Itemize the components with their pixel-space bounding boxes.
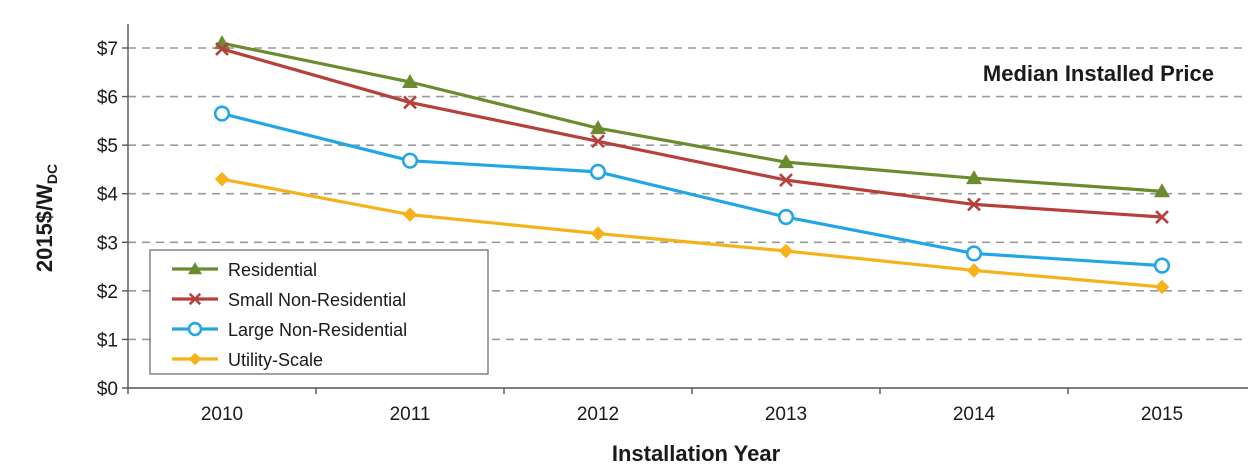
x-marker-stroke — [779, 173, 793, 188]
x-tick-label: 2012 — [577, 404, 619, 425]
y-tick-label: $1 — [97, 330, 118, 351]
legend-label: Large Non-Residential — [228, 320, 407, 340]
x-tick-label: 2014 — [953, 404, 996, 425]
data-point-residential — [402, 74, 418, 88]
data-point-utility-scale — [214, 171, 230, 187]
series-line-utility-scale — [221, 177, 1163, 289]
series-line-large-non-residential — [221, 112, 1163, 268]
data-point-residential — [590, 120, 606, 135]
y-axis-title-main: 2015$/W — [32, 184, 57, 272]
y-tick-label: $0 — [97, 379, 118, 400]
data-point-large-non-residential — [213, 105, 231, 122]
legend-marker-small-non-residential — [188, 292, 202, 306]
data-point-small-non-residential — [403, 95, 417, 110]
y-tick-label: $6 — [97, 88, 118, 109]
x-marker-stroke — [215, 42, 229, 56]
legend-label: Small Non-Residential — [228, 290, 406, 310]
chart-title: Median Installed Price — [983, 61, 1214, 86]
data-point-small-non-residential — [967, 197, 981, 212]
y-tick-label: $5 — [97, 136, 118, 157]
data-point-residential — [214, 35, 230, 50]
data-point-small-non-residential — [591, 134, 605, 149]
data-point-large-non-residential — [1153, 257, 1171, 274]
x-tick-label: 2013 — [765, 404, 807, 425]
data-point-utility-scale — [966, 263, 982, 278]
data-point-utility-scale — [402, 207, 418, 222]
data-point-small-non-residential — [779, 173, 793, 188]
axes: $0 $1 $2 $3 $4 $5 $6 $7 2010 2011 2012 2013 2014 2015 — [97, 24, 1248, 425]
legend-marker-large-non-residential — [187, 321, 203, 337]
data-point-large-non-residential — [965, 245, 983, 262]
legend-box — [149, 249, 489, 375]
y-axis-title-subscript: DC — [44, 164, 60, 184]
x-tick-label: 2015 — [1141, 404, 1183, 425]
legend: Residential Small Non-Residential Large No… — [149, 249, 489, 375]
data-point-residential — [966, 170, 982, 185]
data-point-large-non-residential — [589, 163, 607, 180]
x-tick-label: 2011 — [390, 404, 431, 425]
legend-marker-utility-scale — [188, 352, 202, 366]
data-point-utility-scale — [778, 243, 794, 259]
data-point-utility-scale — [1154, 279, 1170, 295]
x-marker-stroke — [1155, 210, 1169, 224]
y-tick-label: $3 — [97, 233, 118, 254]
x-marker-stroke — [188, 292, 202, 306]
y-axis-title: 2015$/WDC — [32, 164, 60, 272]
data-point-small-non-residential — [1155, 210, 1169, 224]
y-tick-label: $2 — [97, 282, 118, 303]
x-axis-title: Installation Year — [612, 441, 781, 466]
data-point-large-non-residential — [777, 208, 795, 226]
data-point-residential — [1154, 183, 1170, 198]
y-tick-label: $4 — [97, 185, 119, 206]
x-tick-label: 2010 — [201, 404, 243, 425]
series-layer — [213, 35, 1171, 295]
legend-label: Utility-Scale — [228, 350, 323, 370]
data-point-small-non-residential — [215, 42, 229, 56]
series-line-small-non-residential — [221, 47, 1163, 219]
x-marker-stroke — [403, 95, 417, 110]
legend-label: Residential — [228, 260, 317, 280]
x-marker-stroke — [591, 134, 605, 149]
y-tick-label: $7 — [97, 39, 118, 60]
data-point-large-non-residential — [401, 152, 419, 169]
x-marker-stroke — [967, 197, 981, 212]
data-point-residential — [778, 154, 794, 169]
data-point-utility-scale — [590, 226, 606, 241]
legend-marker-residential — [188, 262, 202, 275]
series-line-residential — [221, 41, 1163, 193]
